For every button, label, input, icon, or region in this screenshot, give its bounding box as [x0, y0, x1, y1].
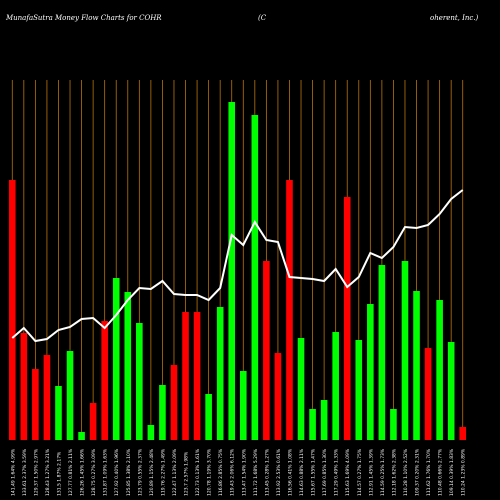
bar	[101, 321, 108, 440]
bar	[239, 371, 247, 440]
bar	[147, 425, 155, 440]
x-tick-label: 110.24 1.23% 0.89%	[461, 448, 467, 496]
bar	[55, 386, 62, 440]
bar	[193, 312, 201, 440]
bar	[459, 427, 467, 440]
bar	[124, 292, 132, 440]
x-tick-label: 116.56 0.41% 1.08%	[287, 448, 293, 496]
bar	[8, 180, 16, 440]
bar	[401, 261, 409, 440]
x-tick-label: 109.37 0.20% 2.31%	[415, 448, 421, 496]
x-tick-label: 125.85 1.38% 2.10%	[126, 448, 132, 496]
x-tick-label: 111.62 1.76% 1.70%	[426, 448, 432, 496]
bar	[320, 400, 328, 440]
bar	[216, 307, 224, 440]
bar	[274, 353, 282, 440]
x-tick-label: 131.87 1.09% 1.63%	[103, 448, 109, 496]
bar	[78, 432, 85, 440]
x-tick-label: 133.61 2.37% 3.59%	[22, 448, 28, 496]
chart-title: MunafaSutra Money Flow Charts for COHR	[5, 14, 162, 22]
bar	[263, 261, 270, 440]
x-tick-label: 128.43 1.27% 3.21%	[45, 448, 51, 496]
price-line	[11, 189, 464, 343]
x-tick-label: 122.47 1.13% 2.09%	[172, 448, 178, 496]
x-tick-label: 109.14 0.39% 1.83%	[449, 448, 455, 496]
bar	[228, 102, 236, 440]
bar	[424, 348, 432, 440]
x-tick-label: 116.86 2.85% 0.75%	[218, 448, 224, 496]
bar	[205, 394, 212, 440]
bar	[89, 403, 97, 440]
chart-subtitle: (C	[258, 14, 267, 22]
bar	[343, 197, 351, 440]
x-tick-label: 126.26 1.45% 1.66%	[80, 448, 86, 496]
bar	[43, 355, 51, 440]
bar	[32, 369, 39, 440]
x-tick-label: 117.29 0.49% 1.33%	[334, 448, 340, 496]
chart-subtitle: oherent, Inc.)	[430, 14, 479, 22]
bar	[170, 365, 178, 440]
bar	[413, 291, 420, 440]
x-tick-label: 120.78 1.19% 3.70%	[207, 448, 213, 496]
x-tick-label: 117.69 0.85% 1.30%	[322, 448, 328, 496]
bar	[390, 409, 397, 440]
bar	[297, 338, 305, 440]
x-tick-label: 127.77 0.81% 2.11%	[68, 448, 74, 496]
x-tick-label: 129.37 1.50% 2.97%	[33, 448, 39, 496]
x-tick-label: 114.59 0.25% 1.73%	[380, 448, 386, 496]
x-tick-label: 123.79 0.55% 2.37%	[137, 448, 143, 496]
x-tick-label: 114.63 0.88% 2.11%	[299, 448, 305, 496]
x-tick-label: 112.91 1.45% 1.39%	[368, 448, 374, 496]
x-tick-label: 119.76 2.27% 1.49%	[160, 448, 166, 496]
x-tick-label: 110.28 1.10% 2.52%	[403, 448, 409, 496]
x-tick-label: 111.72 1.68% 5.29%	[253, 448, 259, 496]
bar	[332, 332, 339, 440]
bar	[136, 323, 143, 440]
x-tick-label: 115.67 1.55% 1.47%	[311, 448, 317, 496]
x-tick-label: 114.57 0.27% 1.75%	[357, 448, 363, 496]
x-tick-label: 113.45 0.28% 1.27%	[264, 448, 270, 496]
bar	[355, 340, 363, 440]
x-tick-label: 119.43 2.06% 6.12%	[230, 448, 236, 496]
x-tick-label: 115.63 1.69% 4.09%	[345, 448, 351, 496]
x-tick-label: 112.18 1.62% 2.38%	[391, 448, 397, 496]
x-tick-label: 113.92 2.53% 0.61%	[276, 448, 282, 496]
bar	[159, 385, 166, 440]
bar	[447, 342, 455, 440]
x-tick-label: 120.89 1.15% 2.48%	[149, 448, 155, 496]
bar	[112, 278, 120, 440]
bar	[367, 304, 374, 440]
bar	[20, 333, 28, 440]
x-tick-label: 113.47 1.54% 1.90%	[241, 448, 247, 496]
bar	[251, 115, 259, 440]
x-tick-label: 128.75 0.27% 3.09%	[91, 448, 97, 496]
bar	[378, 265, 386, 440]
bar	[66, 351, 74, 440]
bar	[182, 312, 189, 440]
x-tick-label: 131.5 1.87% 2.17%	[56, 451, 62, 496]
bar	[309, 409, 316, 440]
x-tick-label: 110.48 0.66% 2.77%	[438, 448, 444, 496]
x-tick-label: 122.73 0.13% 1.61%	[195, 448, 201, 496]
x-tick-label: 123.7 2.57% 1.98%	[184, 451, 190, 496]
x-tick-label: 127.92 0.40% 1.96%	[114, 448, 120, 496]
x-tick-label: 141.49 1.64% 4.99%	[10, 448, 16, 496]
bar	[286, 180, 293, 440]
bar	[436, 300, 443, 440]
